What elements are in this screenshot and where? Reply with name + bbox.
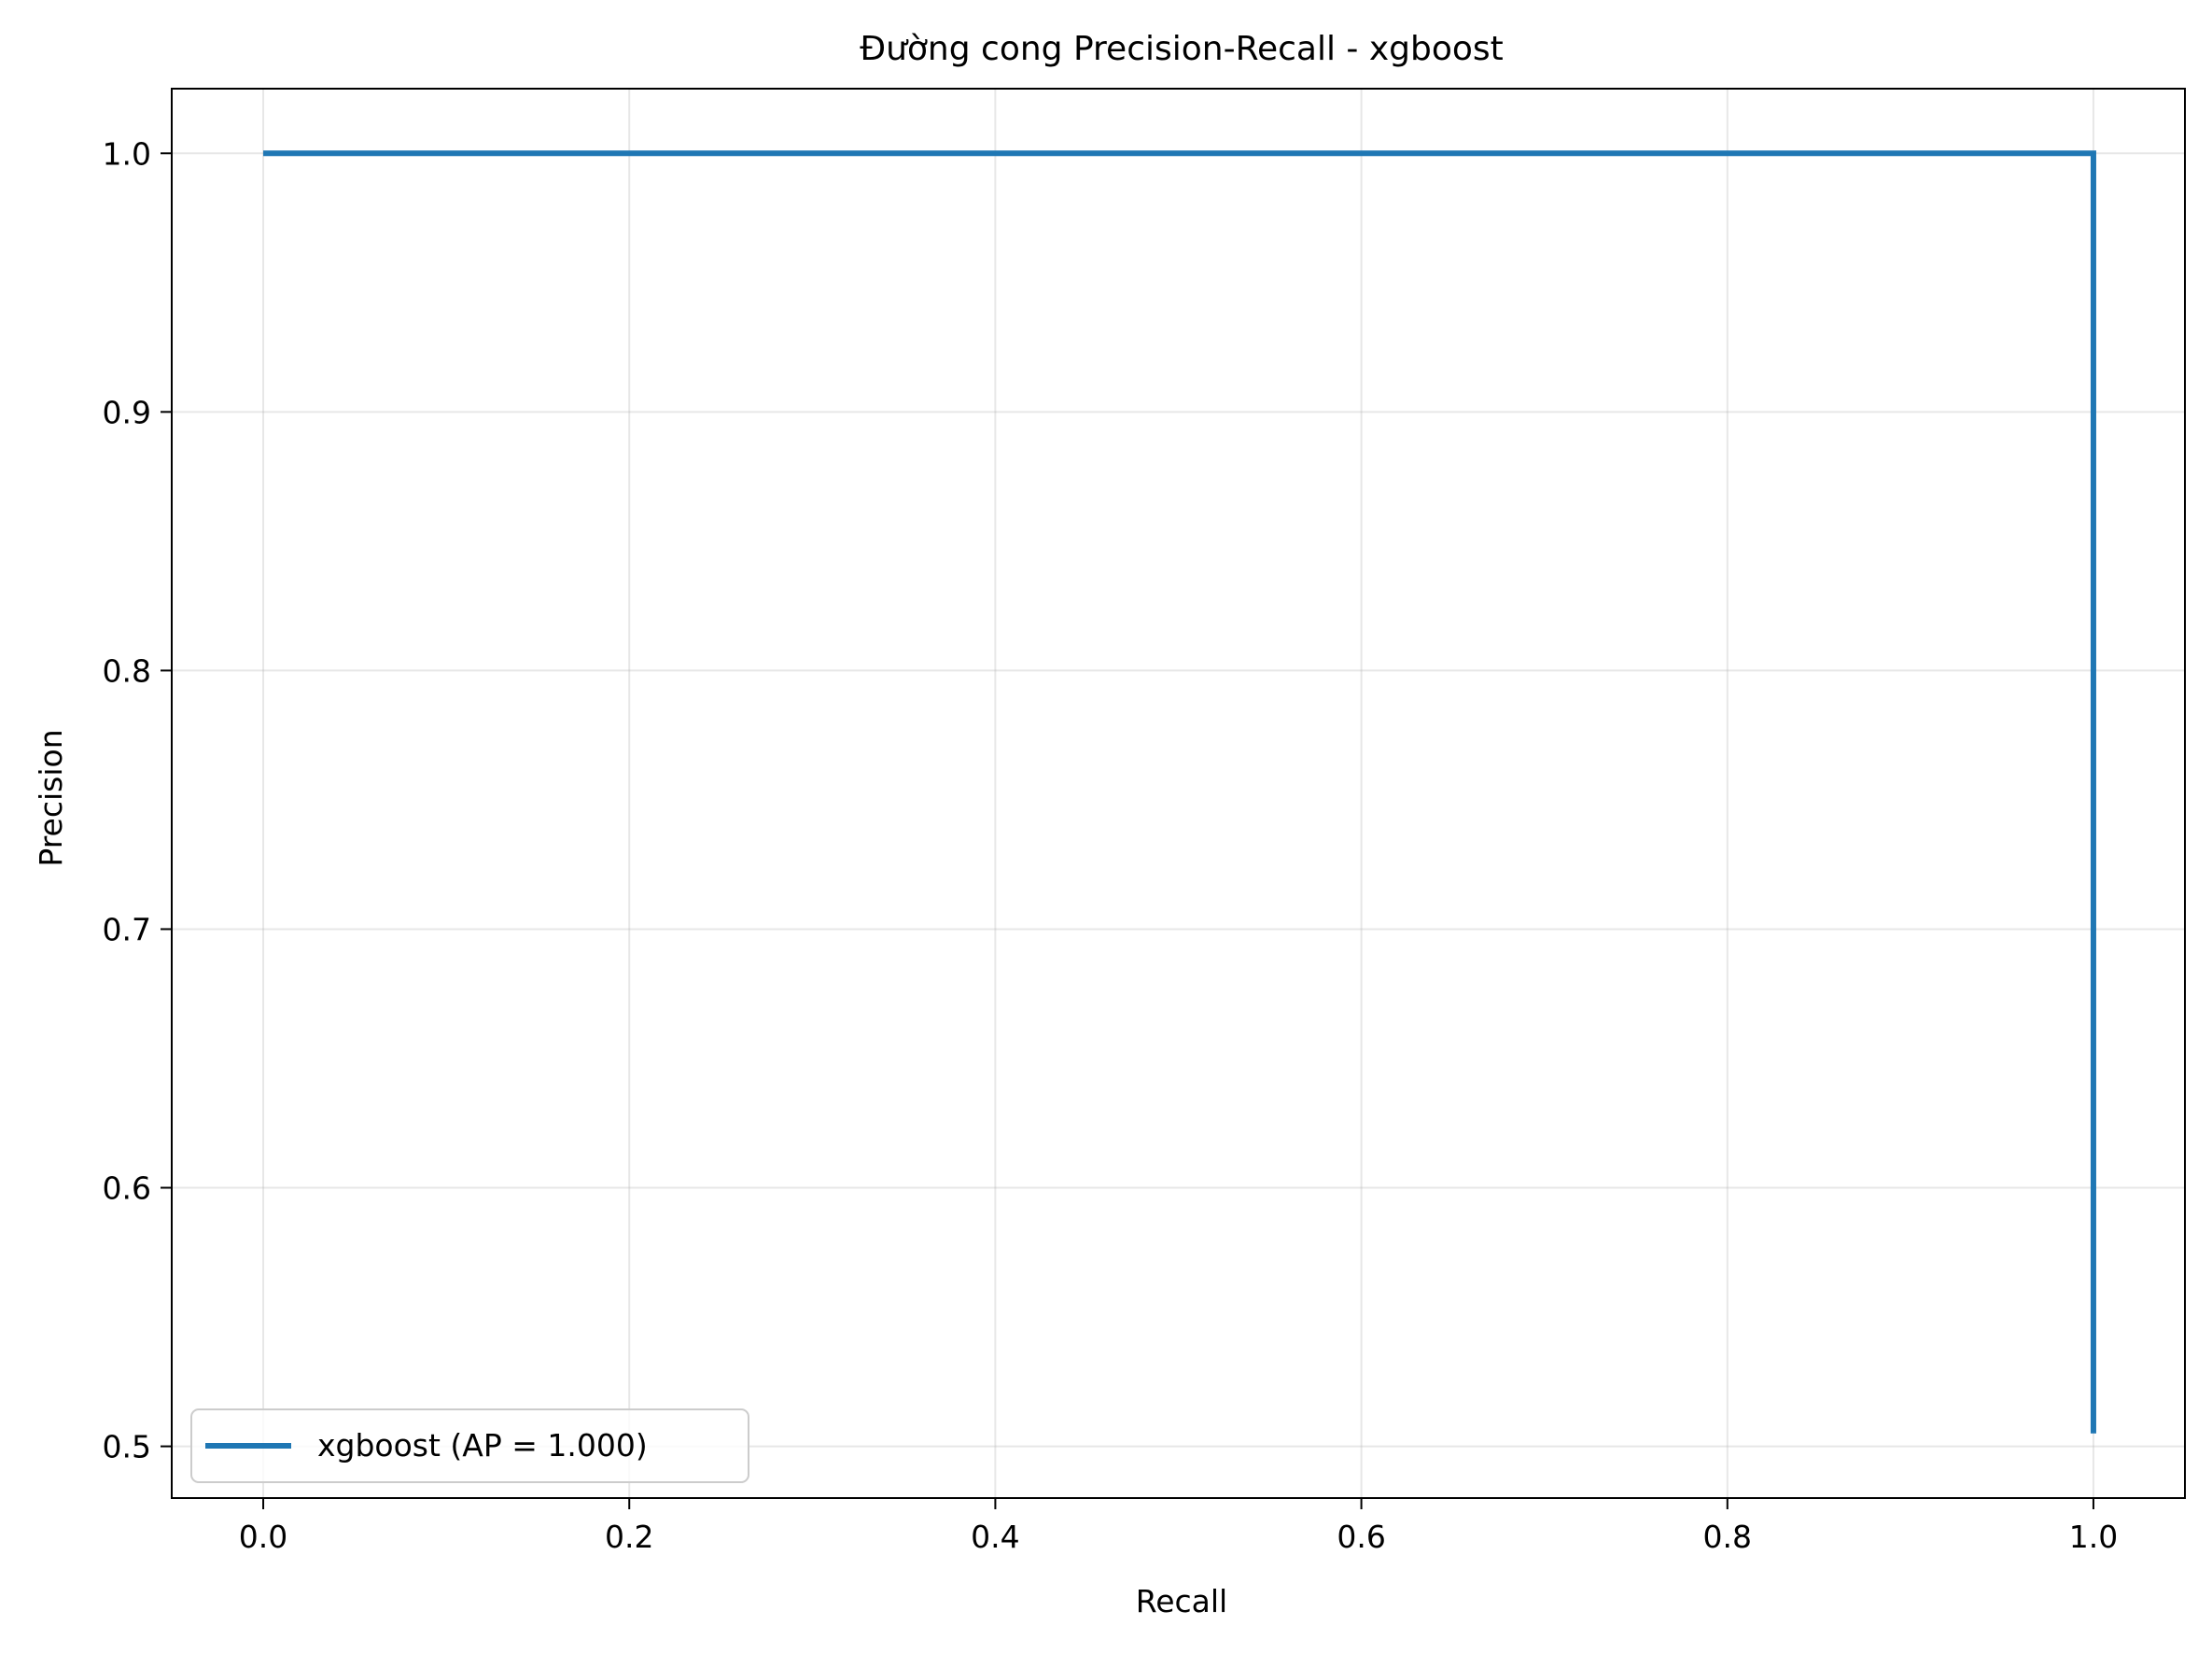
x-axis: 0.0 0.2 0.4 0.6 0.8 1.0 <box>239 1498 2118 1555</box>
y-tick-label: 1.0 <box>103 135 151 172</box>
x-tick-label: 0.4 <box>971 1519 1019 1555</box>
x-tick-label: 0.2 <box>605 1519 653 1555</box>
y-tick-label: 0.7 <box>103 911 151 947</box>
legend-box <box>190 1408 749 1483</box>
plot-frame <box>171 88 2186 1499</box>
series-layer <box>263 150 2096 1434</box>
y-tick-label: 0.8 <box>103 652 151 689</box>
legend-label: xgboost (AP = 1.000) <box>317 1427 648 1464</box>
x-tick-label: 0.0 <box>239 1519 287 1555</box>
y-axis-label: Precision <box>33 729 69 866</box>
x-tick-label: 0.6 <box>1337 1519 1385 1555</box>
x-tick-label: 0.8 <box>1703 1519 1752 1555</box>
y-axis: 0.5 0.6 0.7 0.8 0.9 1.0 <box>103 135 172 1465</box>
y-tick-label: 0.6 <box>103 1170 151 1207</box>
y-tick-label: 0.5 <box>103 1429 151 1465</box>
x-axis-label: Recall <box>1136 1583 1227 1619</box>
chart-title: Đường cong Precision-Recall - xgboost <box>860 30 1504 68</box>
legend: xgboost (AP = 1.000) <box>190 1408 749 1483</box>
x-tick-label: 1.0 <box>2069 1519 2118 1555</box>
series-line <box>263 150 2096 1434</box>
y-tick-label: 0.9 <box>103 394 151 430</box>
